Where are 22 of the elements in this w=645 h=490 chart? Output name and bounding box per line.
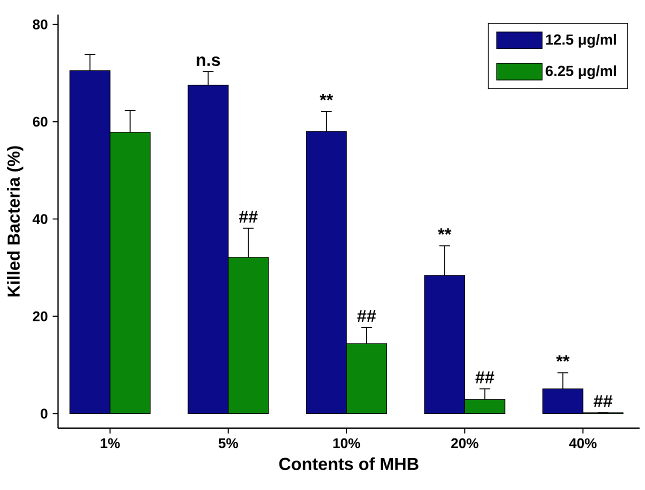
x-tick-label: 10%: [333, 438, 360, 448]
annotation: ##: [475, 371, 494, 384]
x-tick-label: 1%: [100, 438, 120, 448]
annotation: **: [556, 355, 570, 362]
annotation: ##: [357, 310, 376, 322]
y-tick-label: 20: [32, 311, 48, 322]
x-axis-title: Contents of MHB: [279, 457, 418, 470]
legend-label: 12.5 μg/ml: [546, 34, 616, 48]
annotation: ##: [594, 395, 612, 407]
x-tick-label: 40%: [569, 438, 597, 448]
x-tick-label: 20%: [451, 438, 478, 448]
y-tick-label: 40: [32, 214, 48, 224]
y-axis-title: Killed Bacteria (%): [7, 146, 24, 296]
annotation: **: [438, 228, 452, 235]
y-tick-label: 0: [40, 408, 48, 418]
annotation: **: [320, 94, 334, 100]
legend-label: 6.25 μg/ml: [546, 65, 616, 79]
x-tick-label: 5%: [218, 438, 238, 448]
y-tick-label: 80: [32, 19, 48, 30]
annotation: n.s: [196, 56, 220, 66]
y-tick-label: 60: [32, 116, 48, 127]
annotation: ##: [239, 210, 258, 223]
